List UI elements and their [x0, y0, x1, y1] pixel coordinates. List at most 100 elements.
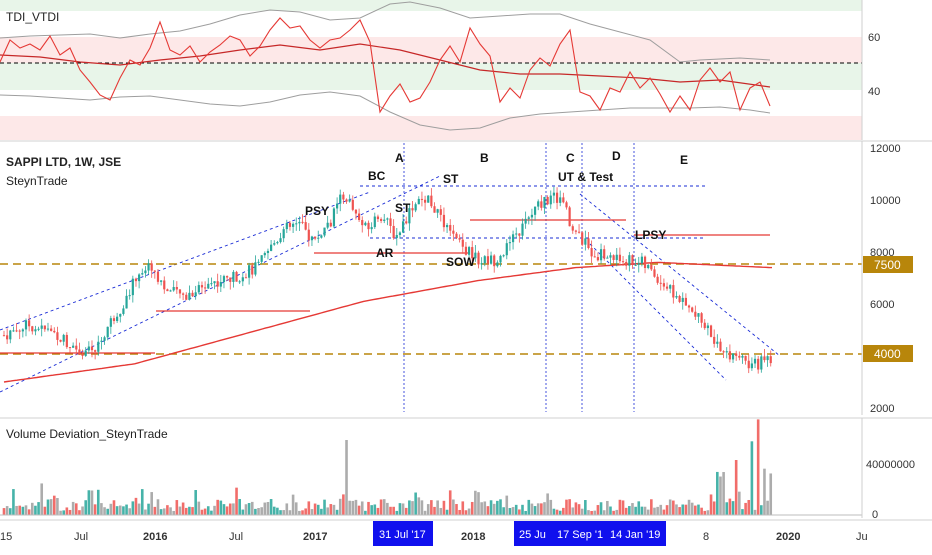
candle-body	[21, 329, 24, 332]
candle-body	[194, 292, 197, 297]
candle-body	[106, 326, 109, 338]
volume-bar	[404, 507, 408, 515]
volume-bar	[580, 508, 584, 515]
volume-bar	[247, 503, 251, 515]
candle-body	[612, 255, 615, 260]
volume-bar	[301, 510, 304, 515]
volume-bar	[584, 500, 587, 515]
volume-bar	[382, 499, 386, 515]
candle-body	[270, 244, 273, 251]
candle-body	[24, 320, 28, 330]
candle-body	[18, 330, 21, 332]
candle-body	[722, 351, 725, 353]
volume-bar	[483, 501, 487, 515]
candles	[2, 186, 772, 374]
candle-body	[559, 197, 562, 203]
candle-body	[156, 271, 160, 282]
candle-body	[216, 281, 219, 287]
volume-bar	[464, 510, 468, 515]
volume-bar	[84, 500, 88, 515]
volume-bar	[115, 506, 119, 515]
volume-bar	[734, 460, 738, 515]
volume-bar	[492, 503, 496, 515]
candle-body	[433, 206, 436, 213]
volume-bar	[634, 506, 637, 515]
candle-body	[119, 313, 122, 317]
candle-body	[251, 265, 254, 275]
price-title: SAPPI LTD, 1W, JSE	[6, 155, 121, 169]
volume-bar	[452, 499, 455, 515]
volume-bar	[118, 505, 122, 515]
volume-bar	[351, 500, 355, 515]
volume-bar	[521, 504, 524, 515]
candle-body	[122, 308, 125, 314]
volume-bar	[728, 498, 732, 515]
candle-body	[738, 355, 741, 358]
candle-body	[131, 278, 134, 296]
label-phase-c: C	[566, 151, 575, 165]
candle-body	[219, 282, 222, 287]
candle-body	[543, 197, 546, 208]
volume-bar	[461, 501, 465, 515]
volume-bar	[81, 506, 84, 515]
volume-bar	[533, 506, 537, 515]
price-tick-10000: 10000	[870, 195, 901, 207]
candle-body	[766, 356, 769, 361]
time-badge-25ju-bg	[514, 521, 552, 546]
volume-bar	[150, 492, 153, 515]
candle-body	[590, 248, 593, 257]
candle-body	[357, 213, 361, 221]
label-ut-test: UT & Test	[558, 170, 613, 184]
time-label-8: 8	[703, 531, 709, 543]
candle-body	[276, 242, 279, 244]
volume-bar	[565, 499, 568, 515]
volume-bar	[250, 501, 254, 515]
volume-bar	[706, 510, 710, 515]
volume-bar	[238, 499, 241, 515]
volume-bar	[436, 500, 439, 515]
label-st-2: ST	[395, 201, 411, 215]
volume-bar	[197, 501, 201, 515]
volume-bar	[162, 508, 166, 515]
candle-body	[279, 238, 282, 243]
candle-body	[370, 227, 373, 230]
candle-body	[703, 322, 706, 329]
volume-bar	[769, 473, 773, 515]
candle-body	[323, 227, 326, 236]
volume-bar	[716, 471, 719, 515]
candle-body	[568, 207, 571, 227]
candle-body	[697, 313, 700, 317]
candle-body	[709, 325, 713, 337]
volume-bar	[590, 510, 593, 515]
volume-bar	[753, 509, 757, 515]
time-badge-31jul17-bg	[373, 521, 433, 546]
candle-body	[53, 330, 56, 333]
volume-bar	[637, 501, 641, 515]
volume-bar	[291, 494, 295, 515]
candle-body	[392, 225, 395, 238]
time-badge-14jan19: 14 Jan '19	[610, 529, 660, 541]
candle-body	[452, 230, 455, 234]
volume-bar	[342, 494, 345, 515]
candle-body	[483, 256, 486, 264]
candle-body	[518, 233, 521, 236]
volume-bar	[747, 499, 751, 515]
candle-body	[222, 276, 226, 283]
candle-body	[326, 222, 329, 228]
tdi-tick-60: 60	[868, 32, 880, 44]
volume-bar	[370, 505, 373, 515]
volume-bar	[574, 502, 578, 515]
candle-body	[537, 201, 540, 207]
time-badge-17sep: 17 Sep '1	[557, 529, 603, 541]
volume-bar	[593, 510, 597, 515]
volume-bar	[514, 504, 518, 515]
volume-bar	[423, 510, 427, 515]
candle-body	[637, 263, 640, 265]
volume-bar	[694, 505, 697, 515]
candle-body	[725, 351, 728, 353]
volume-bar	[389, 506, 392, 515]
volume-bar	[222, 504, 226, 515]
volume-bar	[602, 510, 606, 515]
candle-body	[178, 289, 182, 294]
candle-body	[84, 350, 87, 356]
